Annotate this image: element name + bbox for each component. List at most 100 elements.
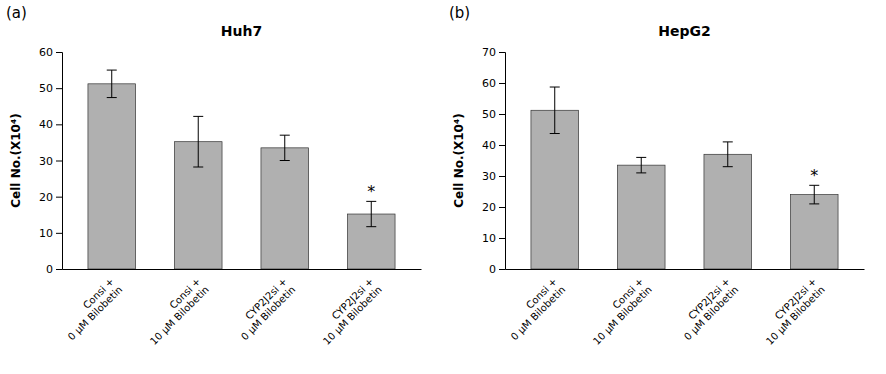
y-tick-mark [499, 52, 505, 53]
y-tick-label: 30 [482, 170, 496, 183]
error-bar-stem [641, 157, 642, 173]
panel: 0102030405060Consi +0 μM BilobetinConsi … [6, 4, 422, 347]
y-tick: 40 [39, 118, 62, 131]
plot-area: 0102030405060Consi +0 μM BilobetinConsi … [39, 46, 422, 347]
error-bar [107, 70, 117, 97]
x-tick: CYP2J2si +0 μM Bilobetin [231, 276, 298, 343]
y-tick: 40 [482, 139, 505, 152]
y-tick-label: 70 [482, 46, 496, 59]
x-tick: Consi +0 μM Bilobetin [501, 276, 568, 343]
x-tick-label: CYP2J2si +0 μM Bilobetin [231, 276, 298, 343]
y-axis-title: Cell No.(X10⁴) [9, 113, 23, 207]
error-bar-stem [284, 135, 285, 160]
y-tick-label: 60 [39, 46, 53, 59]
x-tick-label-line: 10 μM Bilobetin [148, 284, 211, 347]
y-tick-mark [56, 88, 62, 89]
y-tick-mark [499, 83, 505, 84]
annotation: * [367, 182, 375, 201]
x-tick-label: Consi +0 μM Bilobetin [501, 276, 568, 343]
x-axis: Consi +0 μM BilobetinConsi +10 μM Bilobe… [501, 270, 865, 347]
x-tick-label: CYP2J2si +0 μM Bilobetin [674, 276, 741, 343]
x-tick-label: Consi +10 μM Bilobetin [140, 276, 211, 347]
x-tick: CYP2J2si +0 μM Bilobetin [674, 276, 741, 343]
y-tick-label: 50 [482, 108, 496, 121]
error-bar-cap [193, 167, 203, 168]
y-tick-label: 10 [482, 232, 496, 245]
x-tick-label-line: 0 μM Bilobetin [66, 284, 125, 343]
y-tick: 20 [482, 201, 505, 214]
x-tick: CYP2J2si +10 μM Bilobetin [313, 276, 384, 347]
error-bar-cap [636, 172, 646, 173]
y-tick-mark [499, 176, 505, 177]
error-bar-cap [193, 116, 203, 117]
bar [88, 84, 136, 269]
error-bar [636, 157, 646, 173]
error-bar-cap [550, 87, 560, 88]
bar [790, 195, 838, 269]
y-tick-label: 20 [482, 201, 496, 214]
error-bar-cap [636, 157, 646, 158]
y-tick: 50 [482, 108, 505, 121]
error-bar-cap [723, 166, 733, 167]
panel-label: (b) [449, 4, 470, 22]
x-tick-label-line: 10 μM Bilobetin [321, 284, 384, 347]
error-bar [366, 201, 376, 226]
y-tick: 10 [39, 227, 62, 240]
y-tick-label: 30 [39, 155, 53, 168]
y-tick-label: 20 [39, 191, 53, 204]
error-bar-stem [111, 70, 112, 97]
y-tick-mark [56, 197, 62, 198]
error-bar-cap [107, 97, 117, 98]
x-tick-label-line: 0 μM Bilobetin [239, 284, 298, 343]
y-tick-mark [499, 207, 505, 208]
x-axis: Consi +0 μM BilobetinConsi +10 μM Bilobe… [58, 270, 422, 347]
y-tick: 0 [46, 263, 62, 276]
y-tick: 30 [39, 155, 62, 168]
y-tick-label: 0 [489, 263, 496, 276]
bar [704, 154, 752, 269]
y-tick-mark [499, 238, 505, 239]
error-bar-cap [366, 226, 376, 227]
y-tick: 60 [39, 46, 62, 59]
x-tick: Consi +0 μM Bilobetin [58, 276, 125, 343]
title: Huh7 [221, 23, 262, 39]
y-axis: 010203040506070 [482, 46, 506, 276]
x-tick-label-line: 0 μM Bilobetin [509, 284, 568, 343]
y-tick: 70 [482, 46, 505, 59]
error-bar-stem [371, 201, 372, 226]
error-bar [193, 116, 203, 167]
error-bar [550, 87, 560, 134]
x-axis-line [506, 269, 865, 270]
error-bar-cap [280, 135, 290, 136]
x-tick-label: Consi +10 μM Bilobetin [583, 276, 654, 347]
x-tick-label: CYP2J2si +10 μM Bilobetin [756, 276, 827, 347]
y-tick-mark [499, 114, 505, 115]
y-tick-mark [56, 52, 62, 53]
plot-area: 010203040506070Consi +0 μM BilobetinCons… [482, 46, 865, 347]
y-axis-line [56, 53, 63, 270]
x-tick-label: Consi +0 μM Bilobetin [58, 276, 125, 343]
error-bar-stem [554, 87, 555, 134]
marks [531, 87, 838, 269]
annotation: * [810, 166, 818, 185]
chart: 0102030405060Consi +0 μM BilobetinConsi … [0, 0, 886, 374]
error-bar-stem [814, 185, 815, 204]
error-bar-cap [550, 133, 560, 134]
bar [261, 148, 309, 269]
x-tick: Consi +10 μM Bilobetin [140, 276, 211, 347]
y-tick-mark [56, 161, 62, 162]
y-tick: 20 [39, 191, 62, 204]
x-tick-label-line: 0 μM Bilobetin [682, 284, 741, 343]
x-tick-label-line: 10 μM Bilobetin [591, 284, 654, 347]
error-bar-cap [280, 160, 290, 161]
x-tick: Consi +10 μM Bilobetin [583, 276, 654, 347]
error-bar [723, 142, 733, 167]
title: HepG2 [658, 23, 710, 39]
y-tick-label: 40 [482, 139, 496, 152]
error-bar-cap [723, 141, 733, 142]
error-bar-cap [809, 203, 819, 204]
y-tick: 30 [482, 170, 505, 183]
y-tick-mark [56, 233, 62, 234]
error-bar [809, 185, 819, 204]
x-axis-line [63, 269, 422, 270]
